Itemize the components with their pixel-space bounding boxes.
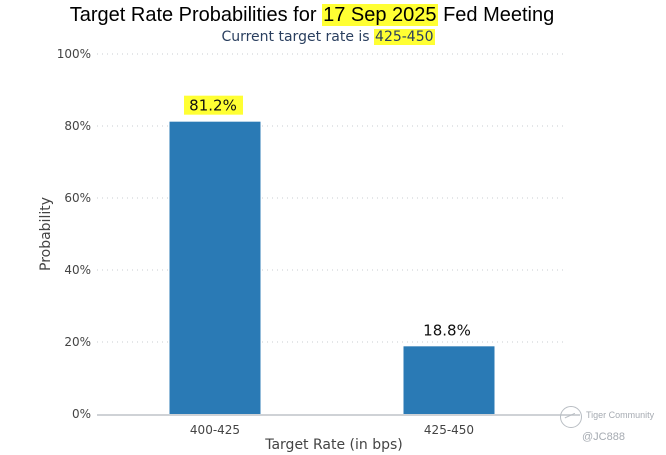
- bar-400-425: [169, 121, 261, 415]
- y-tick-label: 40%: [64, 263, 91, 277]
- title-prefix: Target Rate Probabilities for: [69, 4, 323, 26]
- x-tick-label: 425-450: [424, 423, 474, 437]
- x-tick-label: 400-425: [190, 423, 240, 437]
- title-date-highlight: 17 Sep 2025: [322, 4, 438, 26]
- y-tick-label: 60%: [64, 191, 91, 205]
- data-labels: 81.2% 18.8%: [184, 95, 471, 339]
- data-label: 81.2%: [189, 97, 237, 115]
- axes: 0% 20% 40% 60% 80% 100% 400-425 425-450: [57, 47, 580, 437]
- bar-425-450: [403, 346, 495, 414]
- watermark-handle: @JC888: [582, 431, 625, 443]
- y-tick-label: 100%: [57, 47, 91, 61]
- subtitle-prefix: Current target rate is: [221, 29, 375, 45]
- tiger-logo-icon: [560, 406, 582, 428]
- data-label-highlight: [184, 95, 243, 115]
- bars: [169, 121, 495, 415]
- data-label: 18.8%: [423, 321, 471, 339]
- title-suffix: Fed Meeting: [437, 4, 555, 26]
- y-tick-label: 20%: [64, 335, 91, 349]
- y-axis-title: Probability: [38, 197, 54, 271]
- gridlines: [97, 53, 566, 343]
- x-axis-title: Target Rate (in bps): [264, 437, 403, 453]
- chart-title: Target Rate Probabilities for 17 Sep 202…: [0, 4, 624, 27]
- watermark: Tiger Community @JC888: [558, 404, 662, 450]
- chart-subtitle: Current target rate is 425-450: [0, 29, 656, 45]
- watermark-brand: Tiger Community: [586, 410, 655, 420]
- subtitle-rate-highlight: 425-450: [374, 29, 435, 45]
- y-tick-label: 0%: [72, 407, 91, 421]
- y-tick-label: 80%: [64, 119, 91, 133]
